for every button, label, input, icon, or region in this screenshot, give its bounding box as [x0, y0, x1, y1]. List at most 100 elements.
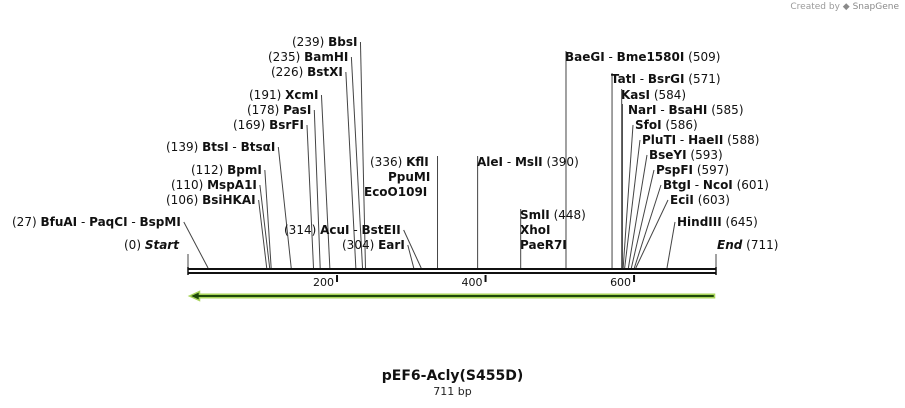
enzyme-name: SfoI — [635, 118, 662, 132]
site-label-pspfi: PspFI (597) — [656, 163, 729, 177]
enzyme-name: BamHI — [304, 50, 348, 64]
enzyme-name: NarI — [628, 103, 657, 117]
site-line-hindiii — [666, 221, 676, 269]
site-position: (169) — [233, 118, 265, 132]
site-label-kfli-name-2: EcoO109I — [364, 185, 427, 199]
separator: - — [657, 103, 669, 117]
site-label-pluti: PluTI - HaeII (588) — [642, 133, 759, 147]
site-label-bsrfi: (169) BsrFI — [233, 118, 304, 132]
site-line-bsihkai — [258, 199, 268, 269]
end-position: (711) — [746, 238, 778, 252]
enzyme-name: BseYI — [649, 148, 687, 162]
enzyme-name: BstEII — [362, 223, 401, 237]
site-line-acui — [403, 229, 422, 269]
site-position: (304) — [342, 238, 374, 252]
enzyme-name: BtsI — [202, 140, 229, 154]
enzyme-name: EciI — [670, 193, 694, 207]
enzyme-name: SmlI — [520, 208, 550, 222]
enzyme-name: MslI — [515, 155, 543, 169]
ruler-tick-label-600: 600 — [610, 276, 631, 289]
separator: - — [503, 155, 515, 169]
site-position: (584) — [654, 88, 686, 102]
enzyme-name: PasI — [283, 103, 311, 117]
site-label-bsihkai: (106) BsiHKAI — [166, 193, 256, 207]
site-label-ecii: EciI (603) — [670, 193, 730, 207]
site-line-bstxi — [345, 71, 357, 269]
site-position: (585) — [711, 103, 743, 117]
separator: - — [128, 215, 140, 229]
site-position: (239) — [292, 35, 324, 49]
ruler-tick-label-200: 200 — [313, 276, 334, 289]
site-line-sfoi — [622, 124, 634, 269]
site-line-ecii — [635, 199, 669, 269]
site-label-bstxi: (226) BstXI — [271, 65, 343, 79]
start-name: Start — [145, 238, 180, 252]
snapgene-logo-icon: ◆ — [842, 2, 850, 12]
site-label-tati: TatI - BsrGI (571) — [611, 72, 721, 86]
enzyme-name: KasI — [621, 88, 650, 102]
ruler: 200 400 600 — [313, 275, 636, 289]
site-lines — [183, 41, 717, 269]
site-label-btsi: (139) BtsI - BtsαI — [166, 140, 275, 154]
enzyme-name: XcmI — [285, 88, 318, 102]
site-line-xcmi — [320, 94, 331, 269]
site-line-pspfi — [630, 169, 655, 269]
enzyme-name: TatI — [611, 72, 636, 86]
site-line-bpmi — [264, 169, 272, 269]
site-line-bsrfi — [306, 124, 315, 269]
enzyme-name: KflI — [406, 155, 429, 169]
site-label-bpmi: (112) BpmI — [191, 163, 262, 177]
enzyme-name: BsiHKAI — [202, 193, 256, 207]
site-position: (178) — [247, 103, 279, 117]
site-position: (226) — [271, 65, 303, 79]
site-position: (586) — [665, 118, 697, 132]
site-position: (191) — [249, 88, 281, 102]
site-label-bbsi: (239) BbsI — [292, 35, 357, 49]
enzyme-name: BpmI — [227, 163, 262, 177]
enzyme-name: BstXI — [307, 65, 343, 79]
site-label-kfli-name-1: PpuMI — [388, 170, 430, 184]
map-length: 711 bp — [433, 385, 472, 398]
site-position: (571) — [688, 72, 720, 86]
site-label-smli-name-1: XhoI — [520, 223, 551, 237]
feature-arrow — [187, 290, 716, 302]
site-position: (509) — [688, 50, 720, 64]
site-label-baegi: BaeGI - Bme1580I (509) — [565, 50, 720, 64]
enzyme-name: HaeII — [688, 133, 723, 147]
map-title: pEF6-Acly(S455D) — [381, 368, 524, 384]
enzyme-name: HindIII — [677, 215, 722, 229]
site-position: (139) — [166, 140, 198, 154]
site-line-mspa1i — [259, 184, 271, 269]
separator: - — [605, 50, 617, 64]
site-position: (336) — [370, 155, 402, 169]
site-line-bamhi — [350, 56, 364, 269]
separator: - — [636, 72, 648, 86]
separator: - — [77, 215, 89, 229]
start-label: (0) Start — [124, 238, 180, 252]
enzyme-name: BaeGI — [565, 50, 605, 64]
enzyme-name: BfuAI — [40, 215, 77, 229]
site-label-bamhi: (235) BamHI — [268, 50, 348, 64]
site-line-bseyi — [627, 154, 648, 269]
enzyme-name: AleI — [477, 155, 503, 169]
site-label-kfli: (336) KflI — [370, 155, 429, 169]
site-label-acui: (314) AcuI - BstEII — [284, 223, 401, 237]
site-position: (390) — [546, 155, 578, 169]
site-position: (106) — [166, 193, 198, 207]
enzyme-name: AcuI — [320, 223, 349, 237]
site-position: (448) — [554, 208, 586, 222]
enzyme-name: EarI — [378, 238, 405, 252]
site-label-pasi: (178) PasI — [247, 103, 311, 117]
site-label-mspa1i: (110) MspA1I — [171, 178, 257, 192]
site-label-bseyi: BseYI (593) — [649, 148, 723, 162]
enzyme-name: PaqCI — [89, 215, 127, 229]
end-label: End (711) — [717, 238, 778, 252]
site-line-btgi — [633, 184, 662, 269]
site-label-xcmi: (191) XcmI — [249, 88, 318, 102]
site-position: (314) — [284, 223, 316, 237]
site-position: (603) — [698, 193, 730, 207]
separator: - — [691, 178, 703, 192]
site-label-alei: AleI - MslI (390) — [477, 155, 579, 169]
linear-map: 200 400 600 (239) BbsI(235) BamHI(226) Bst… — [12, 35, 778, 302]
separator: - — [350, 223, 362, 237]
